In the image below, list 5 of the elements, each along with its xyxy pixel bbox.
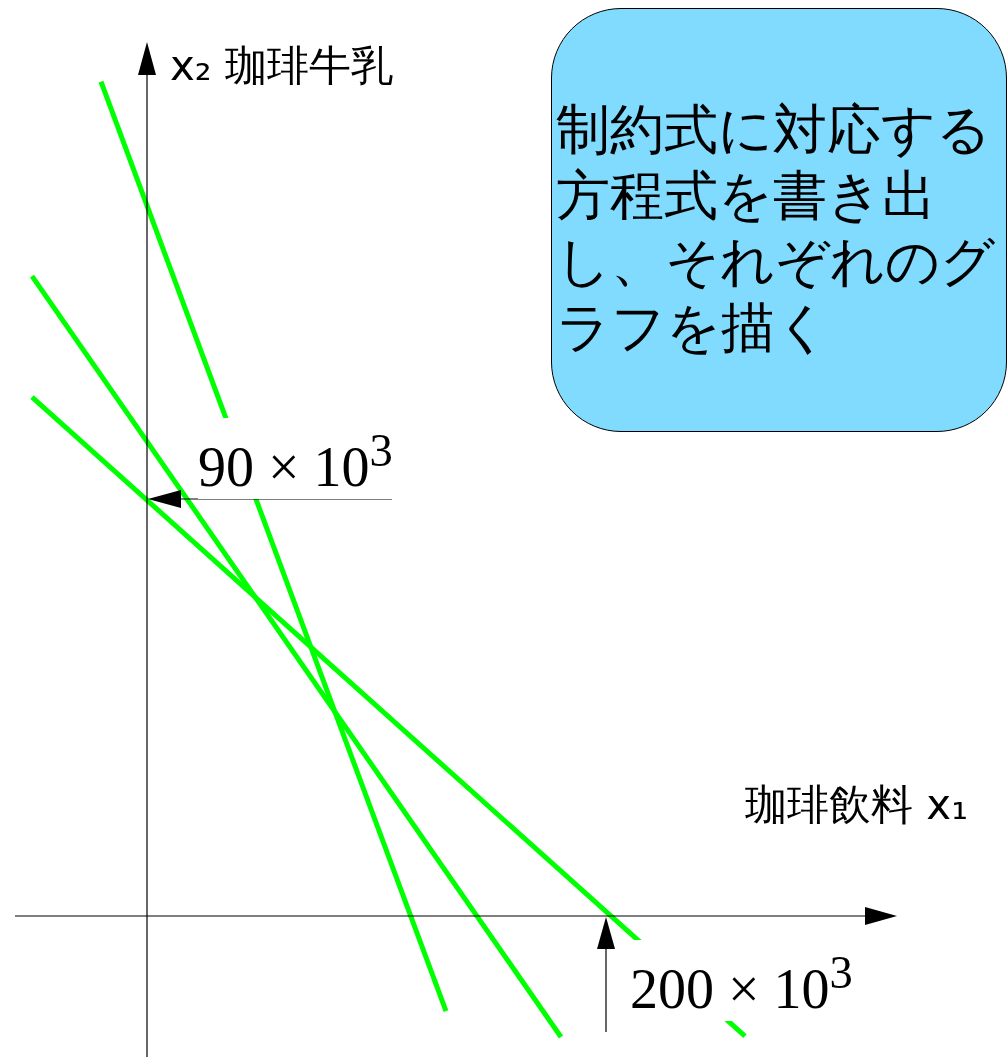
y-axis-title: x₂ 珈琲牛乳 bbox=[170, 40, 394, 92]
x-axis-title: 珈琲飲料 x₁ bbox=[743, 779, 968, 831]
annotation: 90 × 10$^{3}$ bbox=[198, 418, 393, 499]
annotation: 200 × 10$^{3}$ bbox=[630, 940, 853, 1021]
callout-box: 制約式に対応する方程式を書き出し、それぞれのグラフを描く bbox=[551, 8, 1007, 432]
